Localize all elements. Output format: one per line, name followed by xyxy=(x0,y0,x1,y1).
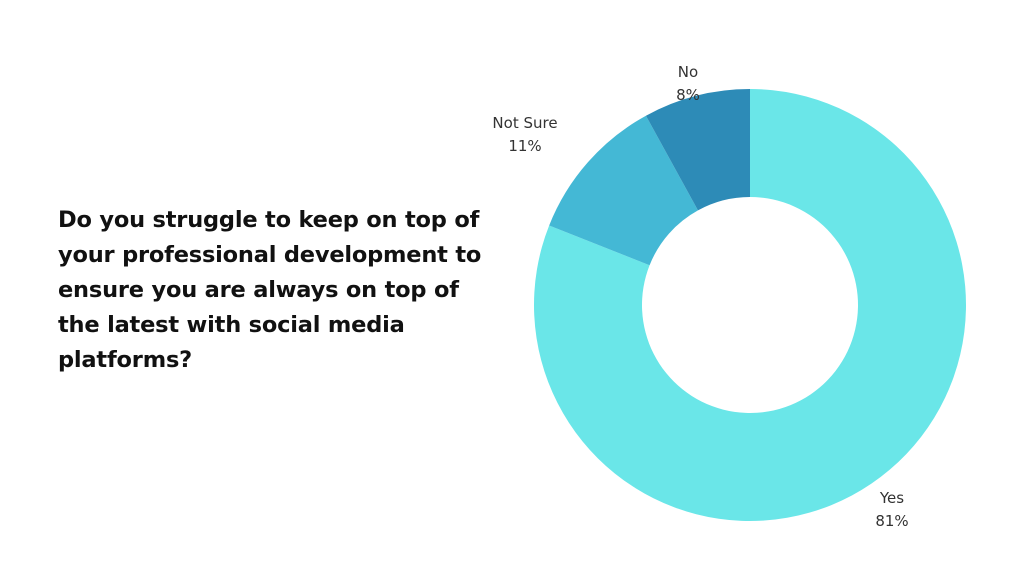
category-label: Not Sure xyxy=(492,114,557,132)
value-label: 8% xyxy=(676,86,700,104)
category-label: No xyxy=(678,63,698,81)
slice-yes xyxy=(533,89,967,521)
value-label: 81% xyxy=(875,512,908,530)
slice-no xyxy=(645,89,750,211)
value-label: 11% xyxy=(508,137,541,155)
question-text: Do you struggle to keep on top of your p… xyxy=(58,207,482,373)
category-label: Yes xyxy=(879,489,904,507)
slice-not-sure xyxy=(549,115,698,266)
